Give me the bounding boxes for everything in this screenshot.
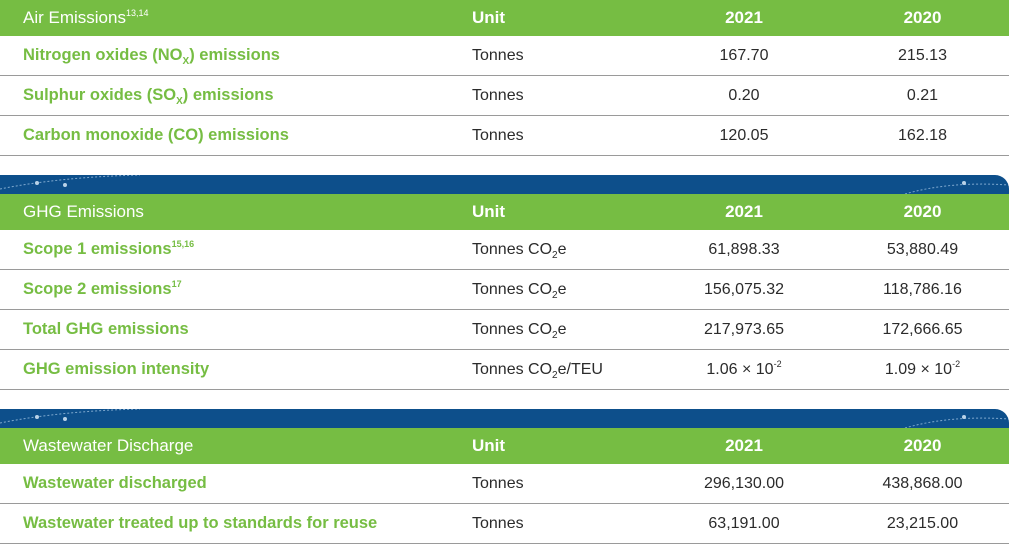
metric-label: Nitrogen oxides (NOX) emissions	[23, 46, 280, 67]
table-row: Carbon monoxide (CO) emissions Tonnes 12…	[0, 116, 1009, 156]
metric-label: GHG emission intensity	[23, 360, 210, 378]
unit-header: Unit	[472, 8, 506, 27]
value-2021: 217,973.65	[703, 320, 785, 338]
section-title: Wastewater Discharge	[23, 436, 194, 455]
metric-label: Wastewater treated up to standards for r…	[23, 514, 378, 532]
value-2020: 215.13	[898, 46, 947, 64]
unit-cell: Tonnes	[472, 86, 524, 104]
section-divider-band	[0, 175, 1009, 194]
metric-label: Total GHG emissions	[23, 320, 189, 338]
unit-cell: Tonnes	[472, 46, 524, 64]
year-2020-header: 2020	[903, 8, 942, 27]
value-2020: 438,868.00	[882, 474, 963, 492]
unit-cell: Tonnes CO2e	[472, 320, 567, 341]
air-emissions-header-row: Air Emissions13,14 Unit 2021 2020	[0, 0, 1009, 36]
value-2021: 296,130.00	[703, 474, 785, 492]
wastewater-discharge-table: Wastewater Discharge Unit 2021 2020 Wast…	[0, 409, 1009, 544]
ghg-emissions-header-row: GHG Emissions Unit 2021 2020	[0, 194, 1009, 230]
metric-label: Scope 1 emissions15,16	[23, 239, 195, 259]
table-row: Scope 2 emissions17 Tonnes CO2e 156,075.…	[0, 270, 1009, 310]
decorative-curve-icon	[0, 409, 1009, 428]
value-2021: 120.05	[719, 126, 769, 144]
unit-cell: Tonnes CO2e	[472, 280, 567, 301]
unit-cell: Tonnes	[472, 474, 524, 492]
wastewater-header-row: Wastewater Discharge Unit 2021 2020	[0, 428, 1009, 464]
metric-label: Carbon monoxide (CO) emissions	[23, 126, 289, 144]
value-2021: 156,075.32	[703, 280, 785, 298]
unit-cell: Tonnes CO2e/TEU	[472, 360, 603, 381]
value-2020: 23,215.00	[886, 514, 959, 532]
section-title: GHG Emissions	[23, 202, 144, 221]
metric-label: Wastewater discharged	[23, 474, 207, 492]
year-2021-header: 2021	[725, 8, 763, 27]
unit-cell: Tonnes	[472, 514, 524, 532]
value-2020: 162.18	[898, 126, 947, 144]
value-2020: 53,880.49	[886, 240, 959, 258]
table-row: Wastewater discharged Tonnes 296,130.00 …	[0, 464, 1009, 504]
value-2020: 118,786.16	[883, 280, 962, 298]
year-2021-header: 2021	[725, 436, 763, 455]
unit-header: Unit	[472, 436, 506, 455]
value-2021: 63,191.00	[708, 514, 780, 532]
table-row: Nitrogen oxides (NOX) emissions Tonnes 1…	[0, 36, 1009, 76]
table-row: Sulphur oxides (SOX) emissions Tonnes 0.…	[0, 76, 1009, 116]
decorative-curve-icon	[0, 175, 1009, 194]
section-title: Air Emissions13,14	[23, 8, 149, 27]
table-row: GHG emission intensity Tonnes CO2e/TEU 1…	[0, 350, 1009, 390]
value-2020: 0.21	[906, 86, 939, 104]
metric-label: Scope 2 emissions17	[23, 279, 182, 299]
unit-header: Unit	[472, 202, 506, 221]
value-2021: 61,898.33	[708, 240, 780, 258]
value-2020: 1.09 × 10-2	[884, 358, 961, 378]
unit-cell: Tonnes CO2e	[472, 240, 567, 261]
table-row: Total GHG emissions Tonnes CO2e 217,973.…	[0, 310, 1009, 350]
unit-cell: Tonnes	[472, 126, 524, 144]
air-emissions-table: Air Emissions13,14 Unit 2021 2020 Nitrog…	[0, 0, 1009, 156]
value-2021: 1.06 × 10-2	[706, 358, 782, 378]
metric-label: Sulphur oxides (SOX) emissions	[23, 86, 274, 107]
ghg-emissions-table: GHG Emissions Unit 2021 2020 Scope 1 emi…	[0, 175, 1009, 390]
table-row: Scope 1 emissions15,16 Tonnes CO2e 61,89…	[0, 230, 1009, 270]
table-row: Wastewater treated up to standards for r…	[0, 504, 1009, 544]
value-2020: 172,666.65	[882, 320, 963, 338]
value-2021: 0.20	[728, 86, 760, 104]
year-2021-header: 2021	[725, 202, 763, 221]
year-2020-header: 2020	[903, 202, 942, 221]
section-divider-band	[0, 409, 1009, 428]
value-2021: 167.70	[719, 46, 769, 64]
year-2020-header: 2020	[903, 436, 942, 455]
